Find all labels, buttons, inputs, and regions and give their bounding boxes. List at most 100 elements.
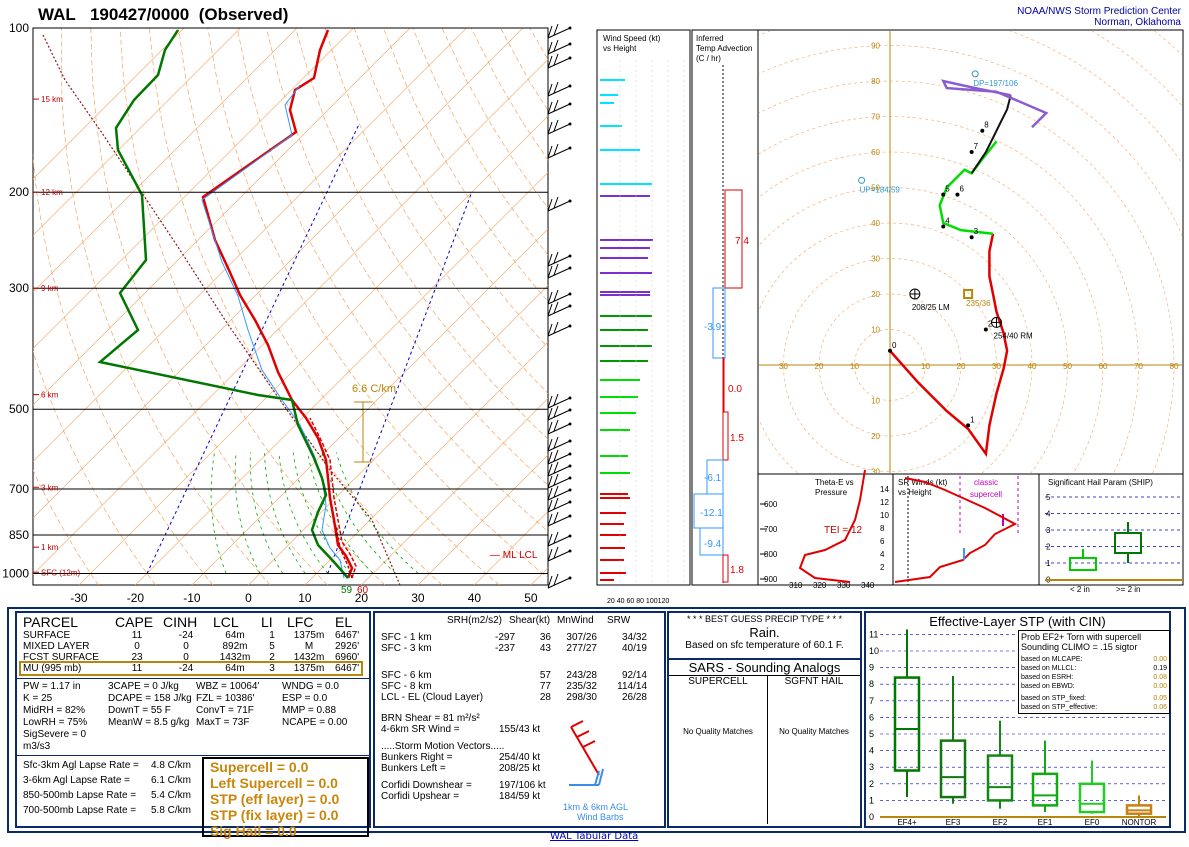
hodograph-panel: 3020101020304050607080901009080706050403…	[757, 29, 1184, 475]
hodo-x-tick: 70	[1134, 362, 1143, 371]
stp-ytick: 4	[869, 746, 874, 756]
kin-hdr: MnWind	[557, 615, 594, 626]
srw-ytick: 10	[880, 511, 889, 520]
wind-barb-flag	[547, 548, 553, 562]
mean-wind-marker	[963, 289, 974, 299]
wind-barb	[547, 147, 571, 159]
pressure-tick: 100	[9, 21, 29, 35]
stp-ytick: 1	[869, 795, 874, 805]
parcel-cell: 6960'	[335, 652, 360, 663]
temp-advection-panel: Inferred Temp Advection (C / hr) 7.4 -3.9…	[691, 29, 759, 586]
mean-wind-label: 235/36	[966, 299, 991, 308]
index-value: STP (eff layer) = 0.0	[209, 791, 340, 807]
parcel-cell: FCST SURFACE	[23, 652, 99, 663]
station-title: WAL 190427/0000 (Observed)	[38, 5, 289, 24]
dry-adiabat	[60, 28, 271, 585]
wind-barb	[547, 397, 571, 409]
table-row: MIXED LAYER 0 0 892m 5 M 2926'	[21, 641, 361, 652]
wind-barb-dot	[568, 576, 572, 580]
parcel-cell: 5	[269, 641, 275, 652]
wind-barb-flag	[547, 145, 553, 159]
wind-barb-dot	[568, 408, 572, 412]
hodo-y-tick: 30	[871, 255, 880, 264]
dry-adiabat	[412, 28, 548, 256]
dry-adiabat	[236, 28, 548, 532]
isotherm	[33, 28, 185, 180]
pressure-tick: 500	[9, 402, 29, 416]
isotherm	[33, 59, 548, 575]
parcel-cell: 11	[131, 630, 143, 641]
wind-barb	[547, 515, 571, 527]
srw-ytick: 14	[880, 485, 889, 494]
isotherm	[417, 454, 548, 585]
wind-barb-dot	[568, 549, 572, 553]
moist-adiabat	[307, 452, 374, 574]
advection-box	[722, 411, 729, 461]
wind-barbs	[547, 23, 572, 589]
isotherm	[33, 28, 524, 519]
wind-barb-dot	[568, 488, 572, 492]
wind-barb-flag	[553, 251, 559, 264]
temp-tick: 20	[355, 591, 369, 605]
hodo-x-tick: 10	[850, 362, 859, 371]
wind-barb	[547, 57, 571, 69]
srw-ytick: 2	[880, 563, 885, 572]
index-text: MidRH = 82%	[23, 705, 85, 716]
wind-barb-flag	[553, 321, 559, 334]
hodo-black-segment	[970, 94, 1012, 174]
hodo-km-dot	[980, 128, 985, 133]
wind-barb-flag	[547, 101, 553, 115]
org-credit: NOAA/NWS Storm Prediction Center Norman,…	[1017, 6, 1181, 28]
pressure-tick: 1000	[2, 566, 29, 580]
hodo-km-label: 0	[892, 341, 897, 350]
parcel-cell: -24	[178, 663, 194, 674]
parcel-cell: -24	[178, 630, 194, 641]
hodo-km-label: 1	[970, 415, 975, 424]
thetae-ylabel: 900	[764, 575, 778, 584]
index-text: MeanW = 8.5 g/kg	[108, 717, 190, 728]
moist-adiabat	[278, 452, 329, 574]
ship-ytick: 1	[1046, 559, 1051, 568]
wind-barb	[547, 440, 571, 452]
wind-barb	[547, 453, 571, 465]
ship-ytick: 4	[1046, 510, 1051, 519]
hodo-x-tick: 80	[1170, 362, 1179, 371]
moist-adiabat	[321, 452, 396, 574]
table-row: SFC - 1 km -297 36 307/26 34/32	[381, 632, 647, 643]
tabular-data-link[interactable]: WAL Tabular Data	[550, 831, 639, 842]
height-label: 9 km	[41, 284, 59, 293]
wind-barb-flag	[553, 449, 559, 462]
stp-category: EF1	[1038, 818, 1053, 826]
wind-barb	[547, 423, 571, 435]
moist-adiabat	[335, 452, 419, 574]
index-text: NCAPE = 0.00	[282, 717, 348, 728]
wind-barb-dot	[568, 304, 572, 308]
kin-rows: SFC - 1 km -297 36 307/26 34/32 SFC - 3 km -2…	[381, 632, 664, 703]
ship-ytick: 3	[1046, 526, 1051, 535]
hodo-y-tick: 10	[871, 397, 880, 406]
thetae-ylabel: 800	[764, 550, 778, 559]
corfidi-down-label: DP=197/106	[973, 79, 1018, 88]
isotherm	[361, 398, 548, 585]
wind-barb	[547, 85, 571, 97]
hodo-y-tick: 70	[871, 113, 880, 122]
parcel-cell: 2	[269, 652, 275, 663]
kin-lower: BRN Shear = 81 m²/s² 4-6km SR Wind = 155/…	[381, 713, 546, 802]
hodo-km-label: 6	[959, 185, 964, 194]
wind-barb	[547, 293, 571, 305]
hodo-y-tick: 40	[871, 219, 880, 228]
sars-nm2: No Quality Matches	[779, 727, 849, 736]
wind-barb-flag	[553, 461, 559, 474]
stp-ytick: 5	[869, 729, 874, 739]
parcel-cell: 23	[131, 652, 143, 663]
wind-barb-dot	[568, 254, 572, 258]
sars-panel: SARS - Sounding Analogs SUPERCELL No Qua…	[667, 658, 862, 828]
wind-barb-flag	[553, 119, 559, 132]
table-row-selected[interactable]: MU (995 mb) 11 -24 64m 3 1375m 6467'	[18, 661, 364, 676]
stp-ytick: 9	[869, 663, 874, 673]
wind-barb-dot	[568, 102, 572, 106]
index-text: WNDG = 0.0	[282, 681, 339, 692]
index-text: ConvT = 71F	[196, 705, 254, 716]
indices-grid: PW = 1.17 in K = 25 MidRH = 82% LowRH = 75%…	[23, 681, 369, 753]
